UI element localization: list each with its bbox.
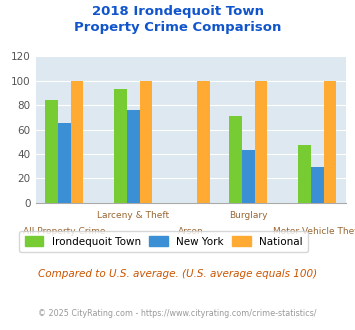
Text: All Property Crime: All Property Crime: [23, 227, 105, 236]
Text: Arson: Arson: [178, 227, 204, 236]
Bar: [127, 110, 140, 203]
Text: Burglary: Burglary: [229, 211, 268, 220]
Bar: [114, 89, 127, 203]
Text: 2018 Irondequoit Town
Property Crime Comparison: 2018 Irondequoit Town Property Crime Com…: [74, 5, 281, 34]
Bar: [242, 150, 255, 203]
Bar: [311, 167, 324, 203]
Bar: [255, 81, 267, 203]
Text: © 2025 CityRating.com - https://www.cityrating.com/crime-statistics/: © 2025 CityRating.com - https://www.city…: [38, 309, 317, 317]
Bar: [197, 81, 210, 203]
Bar: [45, 100, 58, 203]
Bar: [140, 81, 152, 203]
Text: Compared to U.S. average. (U.S. average equals 100): Compared to U.S. average. (U.S. average …: [38, 269, 317, 279]
Text: Motor Vehicle Theft: Motor Vehicle Theft: [273, 227, 355, 236]
Text: Larceny & Theft: Larceny & Theft: [97, 211, 169, 220]
Bar: [324, 81, 336, 203]
Bar: [71, 81, 83, 203]
Bar: [299, 146, 311, 203]
Legend: Irondequoit Town, New York, National: Irondequoit Town, New York, National: [20, 231, 308, 252]
Bar: [229, 116, 242, 203]
Bar: [58, 123, 71, 203]
